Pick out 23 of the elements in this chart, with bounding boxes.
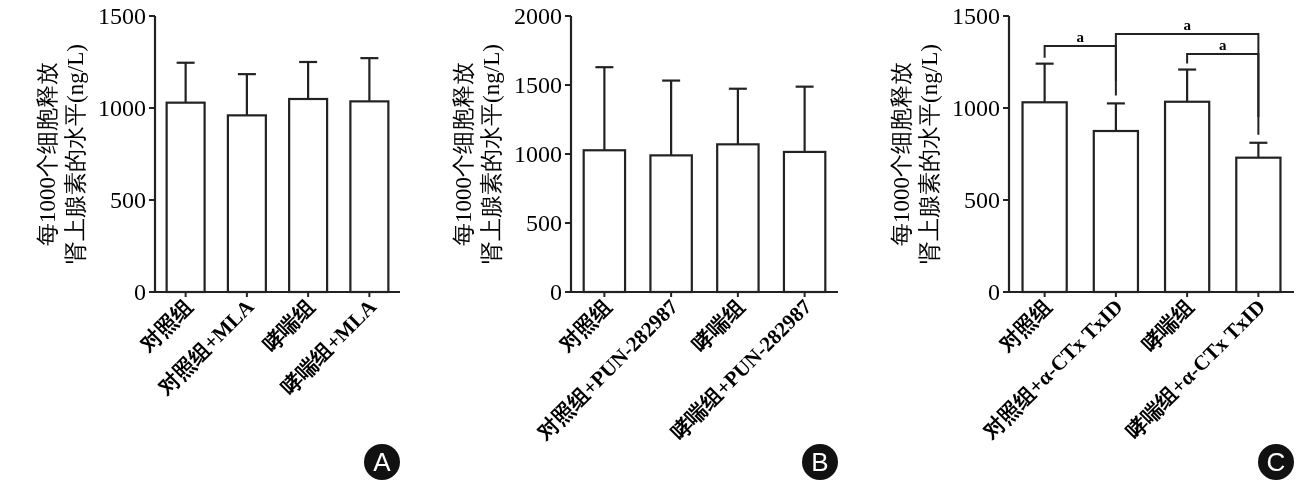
text: C: [1266, 447, 1286, 477]
x-tick-label: 哮喘组: [1137, 294, 1199, 357]
y-tick-label: 1500: [952, 3, 1000, 29]
y-tick-label: 0: [550, 279, 562, 305]
annotation: a: [1183, 17, 1192, 33]
y-axis-title: 每1000个细胞释放肾上腺素的水平(ng/L): [889, 44, 942, 264]
y-tick-label: 0: [134, 279, 146, 305]
y-tick-label: 1000: [952, 95, 1000, 121]
y-axis-title: 每1000个细胞释放肾上腺素的水平(ng/L): [35, 44, 88, 264]
y-tick-label: 1500: [98, 3, 146, 29]
annotation: a: [1219, 37, 1227, 53]
text: B: [811, 447, 829, 477]
annotation: a: [1076, 29, 1085, 45]
text: A: [373, 447, 392, 477]
y-tick-label: 0: [988, 279, 1000, 305]
y-tick-label: 1500: [514, 72, 562, 98]
y-tick-label: 500: [964, 187, 1000, 213]
y-tick-label: 500: [526, 210, 562, 236]
y-tick-label: 2000: [514, 3, 562, 29]
y-tick-label: 500: [110, 187, 146, 213]
y-axis-title: 每1000个细胞释放肾上腺素的水平(ng/L): [451, 44, 504, 264]
y-tick-label: 1000: [514, 141, 562, 167]
y-tick-label: 1000: [98, 95, 146, 121]
